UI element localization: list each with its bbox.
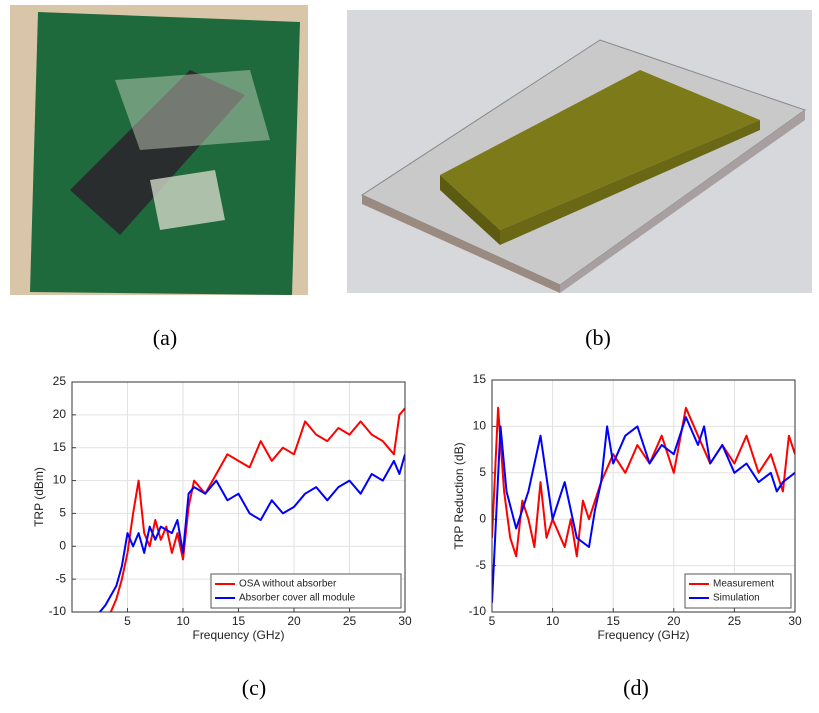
y-axis-label: TRP Reduction (dB)	[452, 442, 466, 549]
legend-label: OSA without absorber	[239, 579, 337, 590]
caption: (b)	[585, 325, 611, 350]
caption: (a)	[153, 325, 177, 350]
y-tick-label: 5	[479, 465, 486, 479]
y-tick-label: 25	[53, 374, 67, 388]
figure: (a) (b) (c) (d) -10 -5 0 5 10 15 20 25 5 10 15 20 25…	[0, 0, 819, 713]
x-tick-label: 5	[124, 614, 131, 628]
x-tick-label: 15	[232, 614, 246, 628]
x-tick-label: 10	[176, 614, 190, 628]
caption: (d)	[623, 675, 649, 700]
y-tick-label: 15	[53, 440, 67, 454]
y-tick-label: 20	[53, 407, 67, 421]
x-tick-label: 30	[398, 614, 412, 628]
x-tick-label: 25	[728, 614, 742, 628]
y-tick-label: 10	[53, 473, 67, 487]
y-tick-label: -5	[475, 558, 486, 572]
y-tick-label: -10	[49, 604, 67, 618]
y-tick-label: 15	[473, 372, 487, 386]
y-axis-label: TRP (dBm)	[32, 467, 46, 527]
x-tick-label: 30	[788, 614, 802, 628]
y-tick-label: 10	[473, 419, 487, 433]
x-tick-label: 20	[667, 614, 681, 628]
photo-b	[347, 10, 812, 293]
photo-a	[10, 5, 308, 295]
caption: (c)	[242, 675, 266, 700]
legend-label: Measurement	[713, 579, 774, 590]
page: {"captions": ["(a)", "(b)", "(c)", "(d)"…	[0, 0, 819, 713]
y-tick-label: 5	[59, 506, 66, 520]
x-axis-label: Frequency (GHz)	[192, 628, 284, 642]
y-tick-label: -5	[55, 571, 66, 585]
x-tick-label: 25	[343, 614, 357, 628]
x-tick-label: 5	[489, 614, 496, 628]
legend-label: Simulation	[713, 593, 760, 604]
x-tick-label: 20	[287, 614, 301, 628]
x-axis-label: Frequency (GHz)	[597, 628, 689, 642]
y-tick-label: 0	[479, 511, 486, 525]
y-tick-label: 0	[59, 538, 66, 552]
legend-label: Absorber cover all module	[239, 593, 356, 604]
x-tick-label: 15	[607, 614, 621, 628]
y-tick-label: -10	[469, 604, 487, 618]
x-tick-label: 10	[546, 614, 560, 628]
